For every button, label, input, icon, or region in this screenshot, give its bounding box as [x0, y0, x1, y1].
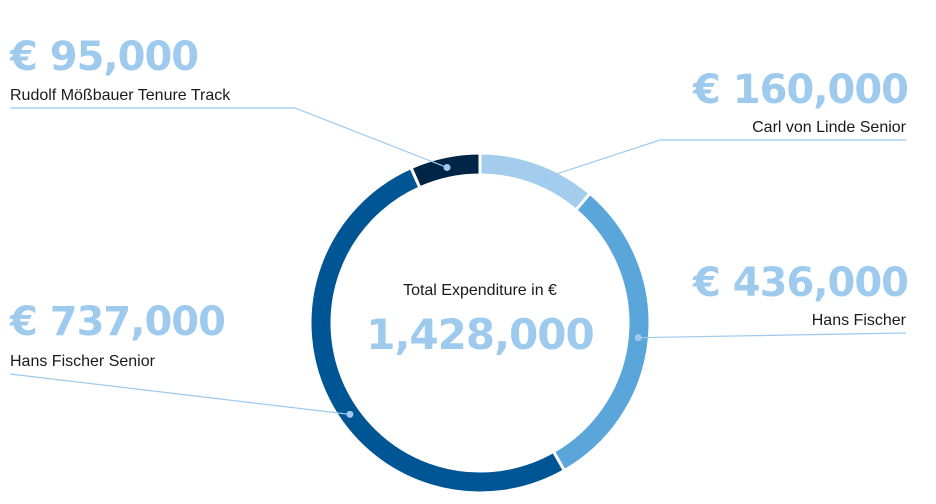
leader-lines [9, 107, 907, 418]
leader-line-carl-von-linde-senior [544, 139, 906, 179]
name-label-carl-von-linde: Carl von Linde Senior [752, 119, 907, 136]
amount-label-carl-von-linde: € 160,000 [692, 67, 908, 113]
leader-dot-carl-von-linde-senior [541, 174, 549, 182]
amount-label-hans-fischer: € 436,000 [692, 260, 908, 306]
name-label-hans-fischer: Hans Fischer [812, 312, 907, 329]
leader-line-hans-fischer-senior [9, 373, 350, 415]
center-value: 1,428,000 [366, 310, 593, 359]
leader-line-rudolf-mossbauer-tenure-track [10, 107, 448, 169]
amount-label-rudolf-mossbauer: € 95,000 [9, 34, 198, 80]
center-label: Total Expenditure in € [403, 282, 557, 299]
amount-label-hans-fischer-senior: € 737,000 [9, 299, 225, 345]
leader-dot-hans-fischer [634, 334, 642, 342]
leader-dot-rudolf-mossbauer-tenure-track [443, 163, 451, 171]
leader-line-hans-fischer [638, 332, 907, 339]
name-label-rudolf-mossbauer: Rudolf Mößbauer Tenure Track [10, 87, 231, 104]
leader-dot-hans-fischer-senior [346, 410, 354, 418]
slice-carl-von-linde-senior [478, 151, 593, 213]
name-label-hans-fischer-senior: Hans Fischer Senior [10, 353, 156, 370]
